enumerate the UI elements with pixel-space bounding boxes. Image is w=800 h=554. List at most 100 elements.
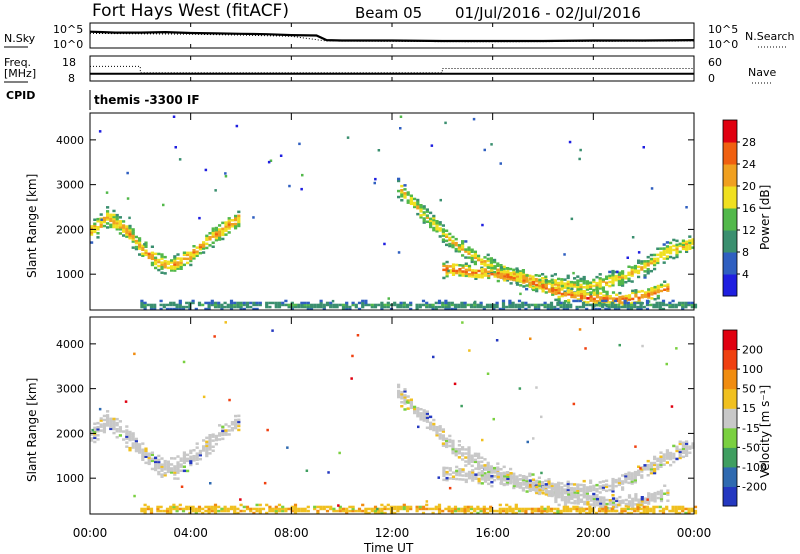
velocity-cell-arc-evening [486,465,490,469]
velocity-cell-arc-evening [438,433,442,436]
velocity-cell-near-range [274,509,278,513]
power-cell-arc-morning [163,260,167,263]
velocity-cell-arc-evening [480,456,484,459]
velocity-cell-arc-morning [160,467,164,470]
power-cell-ground-scatter [608,301,612,304]
power-cell-arc-evening [653,261,657,265]
velocity-cell-near-range [466,507,470,511]
power-cell-ground-scatter [554,288,558,291]
power-cell-ground-scatter [544,291,548,294]
power-cell-near-range [252,301,256,305]
power-cell-near-range [153,305,157,309]
velocity-cell-near-range [233,507,237,511]
power-cell-arc-evening [643,274,647,277]
velocity-colorbar-segment [723,369,737,390]
velocity-cell-arc-morning [150,457,154,461]
power-cell-arc-morning [106,216,110,219]
power-cell-arc-morning [99,225,103,228]
velocity-cell-near-range [341,509,346,513]
velocity-cell-arc-evening [662,457,666,460]
power-cell-arc-evening [621,274,625,277]
velocity-cell-ground-scatter [595,499,600,503]
power-cell-arc-morning [192,253,196,256]
power-cell-arc-evening [499,264,503,267]
velocity-cell-arc-evening [624,476,628,480]
velocity-cell-arc-morning [125,441,129,444]
velocity-cell-near-range [143,509,147,513]
velocity-cell-near-range [409,507,413,511]
power-cell-arc-evening [621,282,625,285]
velocity-cell-arc-morning [160,469,164,472]
velocity-cell-arc-morning [227,433,231,436]
power-cell-near-range [242,303,246,307]
velocity-cell-arc-evening [649,467,653,471]
velocity-cell-arc-morning [141,454,145,457]
velocity-cell-arc-evening [640,470,644,473]
velocity-cell-arc-evening [486,463,490,467]
power-cell-near-range [172,307,176,311]
velocity-cell-near-range [377,507,381,511]
power-cell-ground-scatter [467,268,472,272]
velocity-cell-near-range [457,507,461,511]
power-cell-scatter [267,160,271,164]
freq-left-tick-bottom: 8 [68,72,75,85]
velocity-cell-near-range [213,509,218,513]
power-cell-ground-scatter [586,293,590,296]
velocity-cell-arc-morning [221,425,225,429]
power-cell-ground-scatter [551,287,555,290]
velocity-cell-ground-scatter [458,474,462,477]
velocity-cell-near-range [476,505,480,509]
power-cell-arc-evening [425,214,429,217]
velocity-cell-near-range [364,511,368,515]
power-cell-arc-morning [237,210,241,214]
velocity-cell-near-range [329,507,333,511]
power-cell-ground-scatter [535,283,539,287]
velocity-cell-near-range [201,511,205,515]
time-tick-label: 00:00 [73,526,108,540]
velocity-cell-arc-evening [441,438,445,441]
velocity-cell-ground-scatter [637,500,641,504]
power-cell-near-range [364,299,368,303]
power-cell-arc-morning [198,251,202,255]
power-cell-arc-morning [218,232,222,235]
power-cell-ground-scatter [535,279,539,283]
power-cell-arc-morning [106,210,110,213]
velocity-cell-arc-morning [202,439,206,442]
power-cell-arc-evening [457,244,461,247]
velocity-cell-scatter [641,344,644,348]
velocity-cell-arc-morning [90,437,94,440]
velocity-cell-arc-evening [605,485,609,489]
velocity-cell-ground-scatter [506,471,510,474]
velocity-cell-ground-scatter [627,504,632,507]
velocity-cell-arc-evening [413,405,417,409]
velocity-cell-arc-morning [160,457,164,460]
velocity-cell-arc-morning [166,470,170,474]
velocity-cell-arc-evening [665,451,669,454]
power-cell-arc-evening [630,280,634,283]
power-cell-scatter [174,146,177,149]
velocity-colorbar-tick-label: 50 [742,383,756,396]
power-cell-arc-evening [675,243,679,247]
velocity-cell-near-range [364,507,368,511]
velocity-cell-near-range [565,507,570,511]
velocity-cell-ground-scatter [595,503,600,507]
power-cell-near-range [217,303,221,307]
velocity-cell-near-range [575,505,579,509]
velocity-cell-near-range [588,511,592,515]
velocity-cell-arc-evening [688,447,692,450]
power-cell-ground-scatter [515,283,520,286]
velocity-cell-near-range [380,511,384,515]
velocity-cell-ground-scatter [647,492,651,495]
power-cell-arc-morning [208,244,212,247]
velocity-cell-ground-scatter [544,483,548,486]
power-cell-ground-scatter [618,295,622,299]
power-cell-ground-scatter [551,291,555,294]
power-cell-arc-evening [451,243,455,247]
power-cell-arc-evening [397,195,401,199]
power-cell-scatter [397,251,401,254]
velocity-cell-arc-morning [115,421,119,425]
velocity-cell-near-range [146,505,150,509]
power-cell-arc-evening [397,177,401,181]
velocity-cell-near-range [165,509,170,513]
power-cell-arc-evening [534,274,538,277]
